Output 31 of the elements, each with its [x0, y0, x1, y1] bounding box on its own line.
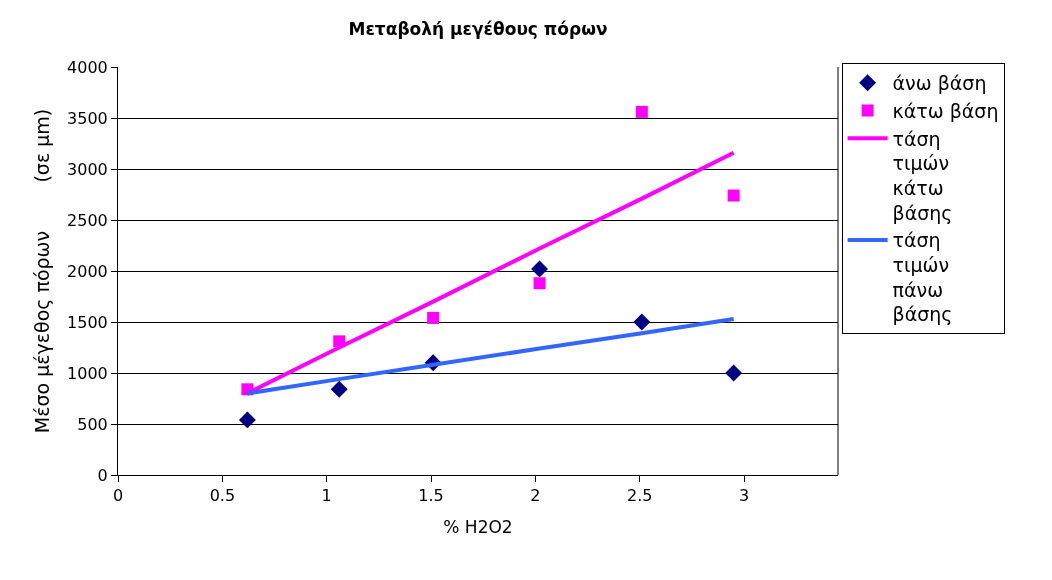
y-tick-label: 3000: [67, 159, 108, 179]
point: [238, 411, 256, 429]
legend-label: άνω βάση: [892, 72, 987, 95]
x-axis-title: % H2O2: [443, 516, 513, 537]
y-tick-label: 1000: [67, 363, 108, 383]
point: [633, 313, 651, 331]
x-tick-label: 0: [112, 486, 124, 506]
y-tick-label: 0: [97, 465, 108, 485]
y-tick-label: 500: [77, 414, 108, 434]
legend-label: τάση τιμών πάνω βάσης: [892, 229, 953, 326]
y-tick-label: 1500: [67, 312, 108, 332]
point: [725, 364, 743, 382]
x-tick-label: 3: [739, 486, 750, 506]
y-tick-label: 2500: [67, 210, 108, 230]
legend-label: κάτω βάση: [892, 99, 999, 122]
point: [427, 311, 440, 324]
chart-title: Μεταβολή μεγέθους πόρων: [348, 19, 608, 40]
x-tick-label: 0.5: [209, 486, 236, 506]
point: [635, 105, 648, 118]
y-tick-label: 4000: [67, 57, 108, 77]
y-tick-label: 2000: [67, 261, 108, 281]
x-tick-label: 1.5: [418, 486, 444, 506]
point: [533, 277, 546, 290]
x-tick-label: 1: [321, 486, 332, 506]
y-tick-label: 3500: [67, 108, 108, 128]
point: [727, 189, 740, 202]
x-tick-label: 2: [530, 486, 541, 506]
point: [330, 380, 348, 398]
point: [531, 260, 549, 278]
x-tick-label: 2.5: [627, 486, 653, 506]
y-axis-title: Μέσο μέγεθος πόρων (σε μm): [30, 108, 53, 434]
